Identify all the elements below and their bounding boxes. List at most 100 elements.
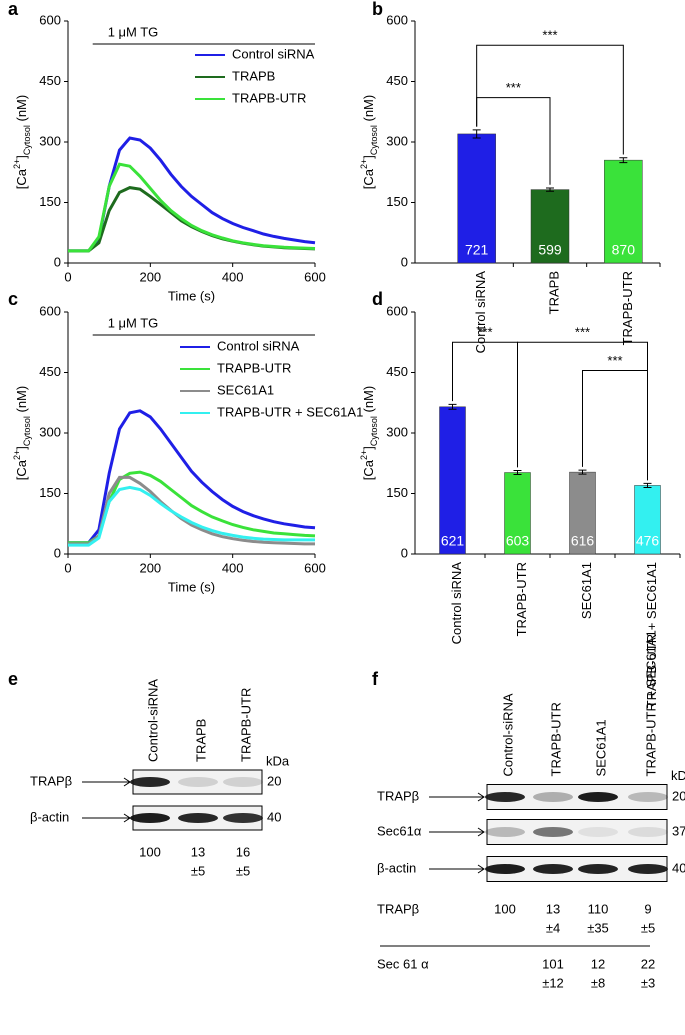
x-axis-label: Time (s) <box>168 288 215 303</box>
y-tick-label: 0 <box>54 545 61 560</box>
blot-band <box>628 827 668 837</box>
blot-band <box>533 792 573 802</box>
y-tick-label: 450 <box>386 73 408 88</box>
legend-label: SEC61A1 <box>217 382 274 397</box>
blot-band <box>578 792 618 802</box>
y-axis-label: [Ca2+]Cytosol (nM) <box>12 386 32 480</box>
y-axis-label-part: 2+ <box>12 450 22 460</box>
y-axis-label-part: [Ca <box>361 168 376 189</box>
significance-label: *** <box>477 325 492 340</box>
y-tick-label: 300 <box>39 424 61 439</box>
y-axis-label-part: [Ca <box>14 168 29 189</box>
y-tick-label: 450 <box>386 364 408 379</box>
y-tick-label: 0 <box>401 545 408 560</box>
y-axis-label-part: Cytosol <box>22 416 32 446</box>
quant-error: ±35 <box>587 920 609 935</box>
error-bar <box>448 403 457 410</box>
significance-label: *** <box>506 80 521 95</box>
lane-label: Control-siRNA <box>500 693 515 776</box>
n-label: 621 <box>441 533 465 549</box>
kda-label: 37 <box>672 823 685 838</box>
bar <box>530 189 570 264</box>
quant-value: 101 <box>542 956 564 971</box>
y-axis-label-part: (nM) <box>14 95 29 125</box>
n-label: 870 <box>612 242 636 258</box>
quant-value: 13 <box>191 844 205 859</box>
annotation: 1 μM TG <box>108 24 159 39</box>
protein-label: TRAPβ <box>30 773 72 788</box>
lane-label: TRAPB <box>193 719 208 762</box>
kda-label: 40 <box>672 860 685 875</box>
blot-band <box>223 777 263 787</box>
kda-label: 20 <box>672 788 685 803</box>
category-label: Control siRNA <box>449 562 464 645</box>
blot-band <box>130 813 170 823</box>
x-tick-label: 200 <box>139 560 161 575</box>
y-tick-label: 600 <box>386 303 408 318</box>
x-tick-label: 400 <box>222 269 244 284</box>
n-label: 603 <box>506 533 530 549</box>
y-tick-label: 0 <box>54 254 61 269</box>
blot-band <box>628 792 668 802</box>
y-axis-label-part: Cytosol <box>369 416 379 446</box>
panel-label: d <box>372 289 383 309</box>
n-label: 476 <box>636 533 660 549</box>
y-axis-label-part: (nM) <box>14 386 29 416</box>
legend-label: TRAPB-UTR <box>232 90 306 105</box>
n-label: 721 <box>465 242 489 258</box>
y-tick-label: 600 <box>386 12 408 27</box>
x-tick-label: 400 <box>222 560 244 575</box>
y-axis-label-part: ] <box>14 155 29 159</box>
quant-value: 100 <box>494 901 516 916</box>
quant-error: ±8 <box>591 975 605 990</box>
protein-label: β-actin <box>377 860 416 875</box>
data-line <box>68 409 316 545</box>
quant-label: Sec 61 α <box>377 956 429 971</box>
quant-error: ±5 <box>236 863 250 878</box>
significance-label: *** <box>575 325 590 340</box>
x-tick-label: 0 <box>64 560 71 575</box>
bar <box>569 471 596 555</box>
protein-label: Sec61α <box>377 823 422 838</box>
quant-error: ±4 <box>546 920 560 935</box>
y-axis-label-part: ] <box>361 155 376 159</box>
y-axis-label-part: 2+ <box>12 159 22 169</box>
y-tick-label: 450 <box>39 364 61 379</box>
panel-label: a <box>8 0 19 19</box>
kda-label: 20 <box>267 773 281 788</box>
y-axis-label: [Ca2+]Cytosol (nM) <box>359 95 379 189</box>
quant-value: 16 <box>236 844 250 859</box>
blot-band <box>533 864 573 874</box>
error-bar <box>578 469 587 475</box>
n-label: 616 <box>571 533 595 549</box>
quant-error: ±5 <box>641 920 655 935</box>
y-tick-label: 150 <box>39 485 61 500</box>
blot-band <box>485 864 525 874</box>
blot-band <box>628 864 668 874</box>
quant-error: ±5 <box>191 863 205 878</box>
quant-value: 9 <box>644 901 651 916</box>
protein-label: β-actin <box>30 809 69 824</box>
legend-label: TRAPB-UTR <box>217 360 291 375</box>
data-line <box>68 136 316 253</box>
arrow <box>429 864 485 874</box>
lane-label: Control-siRNA <box>145 679 160 762</box>
blot-frame <box>486 819 668 845</box>
kda-label: 40 <box>267 809 281 824</box>
lane-label: TRAPB-UTR <box>238 688 253 762</box>
arrow <box>429 827 485 837</box>
lane-label: TRAPB-UTR + SEC61A1 <box>643 630 658 776</box>
y-tick-label: 150 <box>386 194 408 209</box>
y-tick-label: 300 <box>39 133 61 148</box>
protein-label: TRAPβ <box>377 788 419 803</box>
category-label: TRAPB <box>546 271 561 314</box>
y-axis-label-part: 2+ <box>359 159 369 169</box>
bar <box>439 406 466 555</box>
x-axis-label: Time (s) <box>168 579 215 594</box>
y-axis-label-part: [Ca <box>361 459 376 480</box>
panel-label: f <box>372 669 379 689</box>
error-bar <box>619 157 628 164</box>
blot-band <box>485 792 525 802</box>
y-tick-label: 600 <box>39 12 61 27</box>
